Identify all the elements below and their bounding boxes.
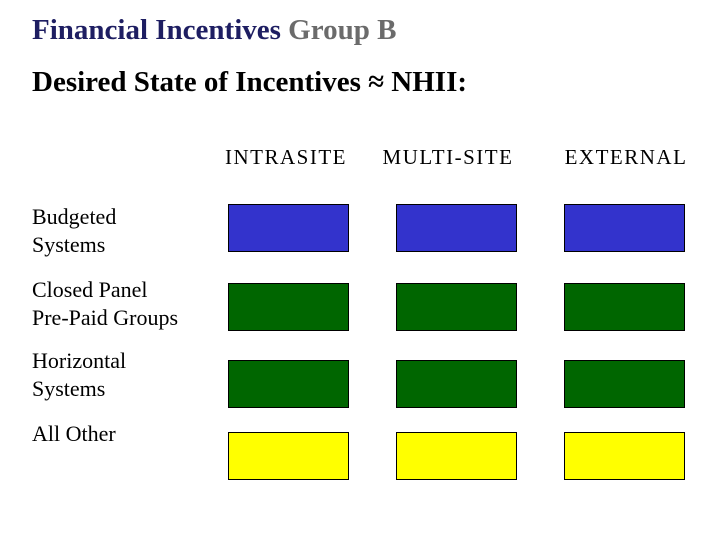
column-header-intrasite: INTRASITE [225,145,347,169]
matrix-cell-all-other-intrasite [228,432,349,480]
title-group-b: Group B [288,14,397,46]
column-header-external: EXTERNAL [564,145,688,169]
matrix-cell-budgeted-external [564,204,685,252]
matrix-cell-horizontal-multi-site [396,360,517,408]
row-label-budgeted-systems: Budgeted Systems [32,204,117,257]
matrix-cell-closed-panel-external [564,283,685,331]
row-label-all-other: All Other [32,421,116,446]
subtitle-desired-state: Desired State of Incentives ≈ NHII: [32,66,468,98]
matrix-cell-closed-panel-intrasite [228,283,349,331]
row-label-closed-panel-pre-paid-groups: Closed Panel Pre-Paid Groups [32,277,179,330]
matrix-cell-budgeted-multi-site [396,204,517,252]
title-financial-incentives: Financial Incentives [32,14,289,46]
matrix-cell-budgeted-intrasite [228,204,349,252]
matrix-cell-all-other-external [564,432,685,480]
row-label-horizontal-systems: Horizontal Systems [32,348,127,401]
column-header-multi-site: MULTI-SITE [382,145,514,169]
matrix-cell-closed-panel-multi-site [396,283,517,331]
matrix-cell-horizontal-intrasite [228,360,349,408]
matrix-cell-all-other-multi-site [396,432,517,480]
page-title: Financial Incentives Group B [32,12,396,48]
matrix-cell-horizontal-external [564,360,685,408]
